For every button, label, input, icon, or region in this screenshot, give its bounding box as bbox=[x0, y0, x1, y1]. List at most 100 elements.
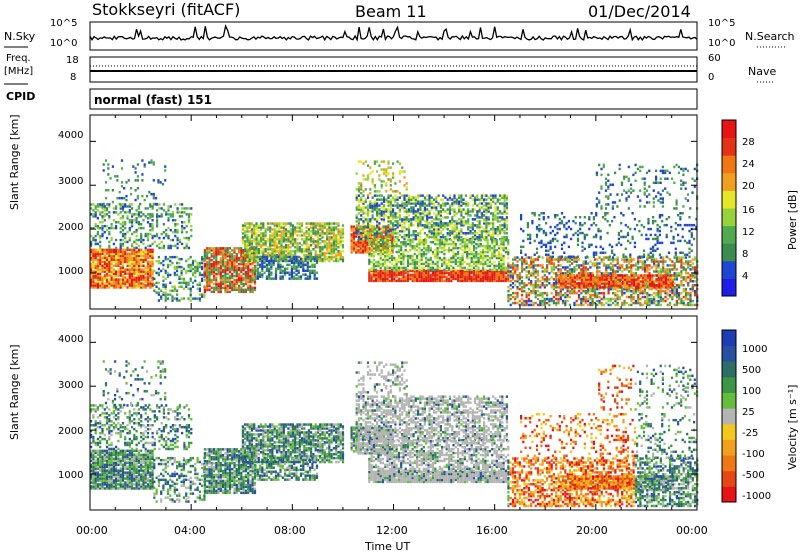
range-cell bbox=[133, 246, 136, 250]
range-cell bbox=[90, 250, 93, 254]
range-cell bbox=[437, 224, 440, 227]
range-cell bbox=[298, 230, 301, 233]
range-cell bbox=[484, 277, 487, 281]
range-cell bbox=[278, 222, 281, 225]
range-cell bbox=[471, 204, 474, 207]
range-cell bbox=[137, 282, 140, 285]
range-cell bbox=[488, 256, 491, 260]
range-cell bbox=[219, 251, 222, 254]
range-cell bbox=[385, 172, 388, 175]
range-cell bbox=[557, 260, 560, 263]
range-cell bbox=[387, 194, 390, 197]
range-cell bbox=[373, 235, 376, 239]
range-cell bbox=[183, 236, 186, 240]
range-cell bbox=[323, 222, 326, 225]
range-cell bbox=[463, 266, 466, 270]
range-cell bbox=[257, 238, 260, 241]
range-cell bbox=[108, 270, 111, 273]
range-cell bbox=[226, 251, 229, 254]
range-cell bbox=[423, 196, 426, 199]
range-cell bbox=[436, 246, 439, 250]
range-cell bbox=[244, 290, 247, 294]
range-cell bbox=[296, 230, 299, 233]
range-cell bbox=[425, 277, 428, 281]
range-cell bbox=[105, 250, 109, 254]
range-cell bbox=[412, 208, 415, 211]
range-cell bbox=[341, 244, 345, 247]
range-cell bbox=[144, 246, 147, 250]
range-cell bbox=[235, 259, 238, 262]
noise-sky-line bbox=[89, 23, 698, 42]
range-cell bbox=[550, 299, 553, 303]
range-cell bbox=[265, 257, 268, 261]
range-cell bbox=[126, 248, 129, 252]
range-cell bbox=[386, 273, 389, 277]
range-cell bbox=[442, 228, 445, 231]
range-cell bbox=[461, 275, 464, 279]
range-cell bbox=[451, 220, 454, 223]
range-cell bbox=[198, 261, 201, 265]
range-cell bbox=[319, 224, 322, 227]
range-cell bbox=[256, 271, 259, 274]
range-cell bbox=[443, 244, 446, 248]
range-cell bbox=[417, 208, 420, 211]
range-cell bbox=[475, 264, 478, 268]
range-cell bbox=[119, 262, 122, 265]
range-cell bbox=[228, 259, 232, 262]
range-cell bbox=[446, 212, 449, 215]
range-cell bbox=[233, 266, 236, 270]
range-cell bbox=[507, 289, 510, 293]
range-cell bbox=[559, 291, 562, 295]
range-cell bbox=[387, 220, 390, 223]
range-cell bbox=[249, 284, 252, 288]
range-cell bbox=[233, 255, 236, 258]
range-cell bbox=[357, 204, 360, 207]
range-cell bbox=[335, 248, 338, 251]
range-cell bbox=[306, 263, 309, 267]
range-cell bbox=[404, 271, 407, 275]
range-cell bbox=[185, 242, 188, 246]
range-cell bbox=[398, 196, 401, 199]
range-cell bbox=[297, 261, 300, 265]
range-cell bbox=[368, 235, 371, 238]
range-cell bbox=[137, 264, 140, 267]
range-cell bbox=[231, 288, 234, 292]
range-cell bbox=[284, 269, 287, 272]
range-cell bbox=[206, 276, 209, 280]
range-cell bbox=[156, 232, 159, 236]
range-cell bbox=[514, 266, 517, 269]
range-cell bbox=[92, 248, 95, 252]
range-cell bbox=[140, 268, 143, 271]
range-cell bbox=[453, 196, 456, 199]
range-cell bbox=[376, 218, 379, 221]
range-cell bbox=[262, 234, 265, 237]
range-cell bbox=[355, 247, 358, 250]
range-cell bbox=[126, 230, 129, 234]
range-cell bbox=[486, 277, 489, 281]
range-cell bbox=[475, 250, 478, 254]
range-cell bbox=[166, 275, 170, 279]
range-cell bbox=[240, 286, 243, 290]
range-cell bbox=[166, 293, 170, 296]
range-cell bbox=[112, 282, 115, 285]
range-cell bbox=[285, 244, 288, 247]
range-cell bbox=[477, 242, 480, 246]
range-cell bbox=[196, 269, 199, 273]
range-cell bbox=[215, 251, 218, 254]
range-cell bbox=[477, 260, 480, 264]
range-cell bbox=[426, 233, 429, 237]
range-cell bbox=[437, 230, 440, 233]
range-cell bbox=[258, 263, 262, 267]
range-cell bbox=[379, 256, 382, 260]
range-cell bbox=[525, 262, 528, 265]
range-cell bbox=[530, 280, 533, 283]
range-cell bbox=[460, 204, 463, 207]
range-cell bbox=[171, 261, 174, 265]
range-cell bbox=[496, 218, 499, 221]
range-cell bbox=[405, 210, 408, 213]
range-cell bbox=[224, 255, 227, 258]
range-cell bbox=[414, 202, 417, 205]
range-cell bbox=[291, 232, 294, 235]
range-cell bbox=[463, 275, 466, 279]
range-cell bbox=[417, 232, 420, 235]
